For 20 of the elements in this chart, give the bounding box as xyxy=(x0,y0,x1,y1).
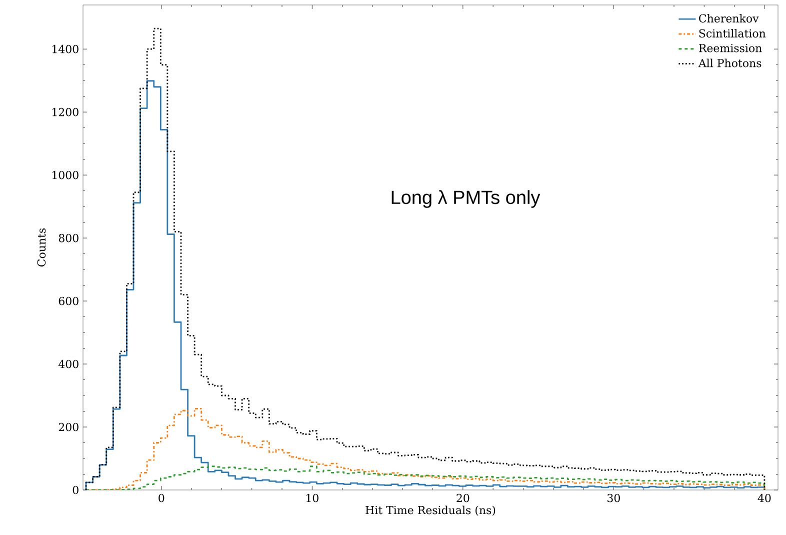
y-tick-label: 0 xyxy=(72,486,78,494)
x-tick-label: 0 xyxy=(158,494,164,502)
x-tick-label: 20 xyxy=(456,494,470,502)
legend-label: Scintillation xyxy=(699,29,766,38)
y-axis-title: Counts xyxy=(37,228,46,266)
y-tick-label: 1000 xyxy=(52,170,78,180)
legend-label: Reemission xyxy=(699,44,762,52)
legend-label: All Photons xyxy=(698,58,762,68)
y-tick-label: 1200 xyxy=(52,108,78,116)
x-axis-title: Hit Time Residuals (ns) xyxy=(366,506,496,516)
y-tick-label: 200 xyxy=(58,422,78,432)
y-tick-label: 400 xyxy=(58,360,78,368)
y-tick-label: 1400 xyxy=(52,44,78,54)
annotation: Long λ PMTs only xyxy=(392,190,540,208)
x-tick-label: 10 xyxy=(306,494,318,502)
x-tick-label: 30 xyxy=(608,494,620,502)
y-tick-label: 600 xyxy=(58,296,78,306)
y-tick-label: 800 xyxy=(58,234,78,242)
x-tick-label: 40 xyxy=(758,494,771,502)
legend-label: Cherenkov xyxy=(699,14,759,23)
